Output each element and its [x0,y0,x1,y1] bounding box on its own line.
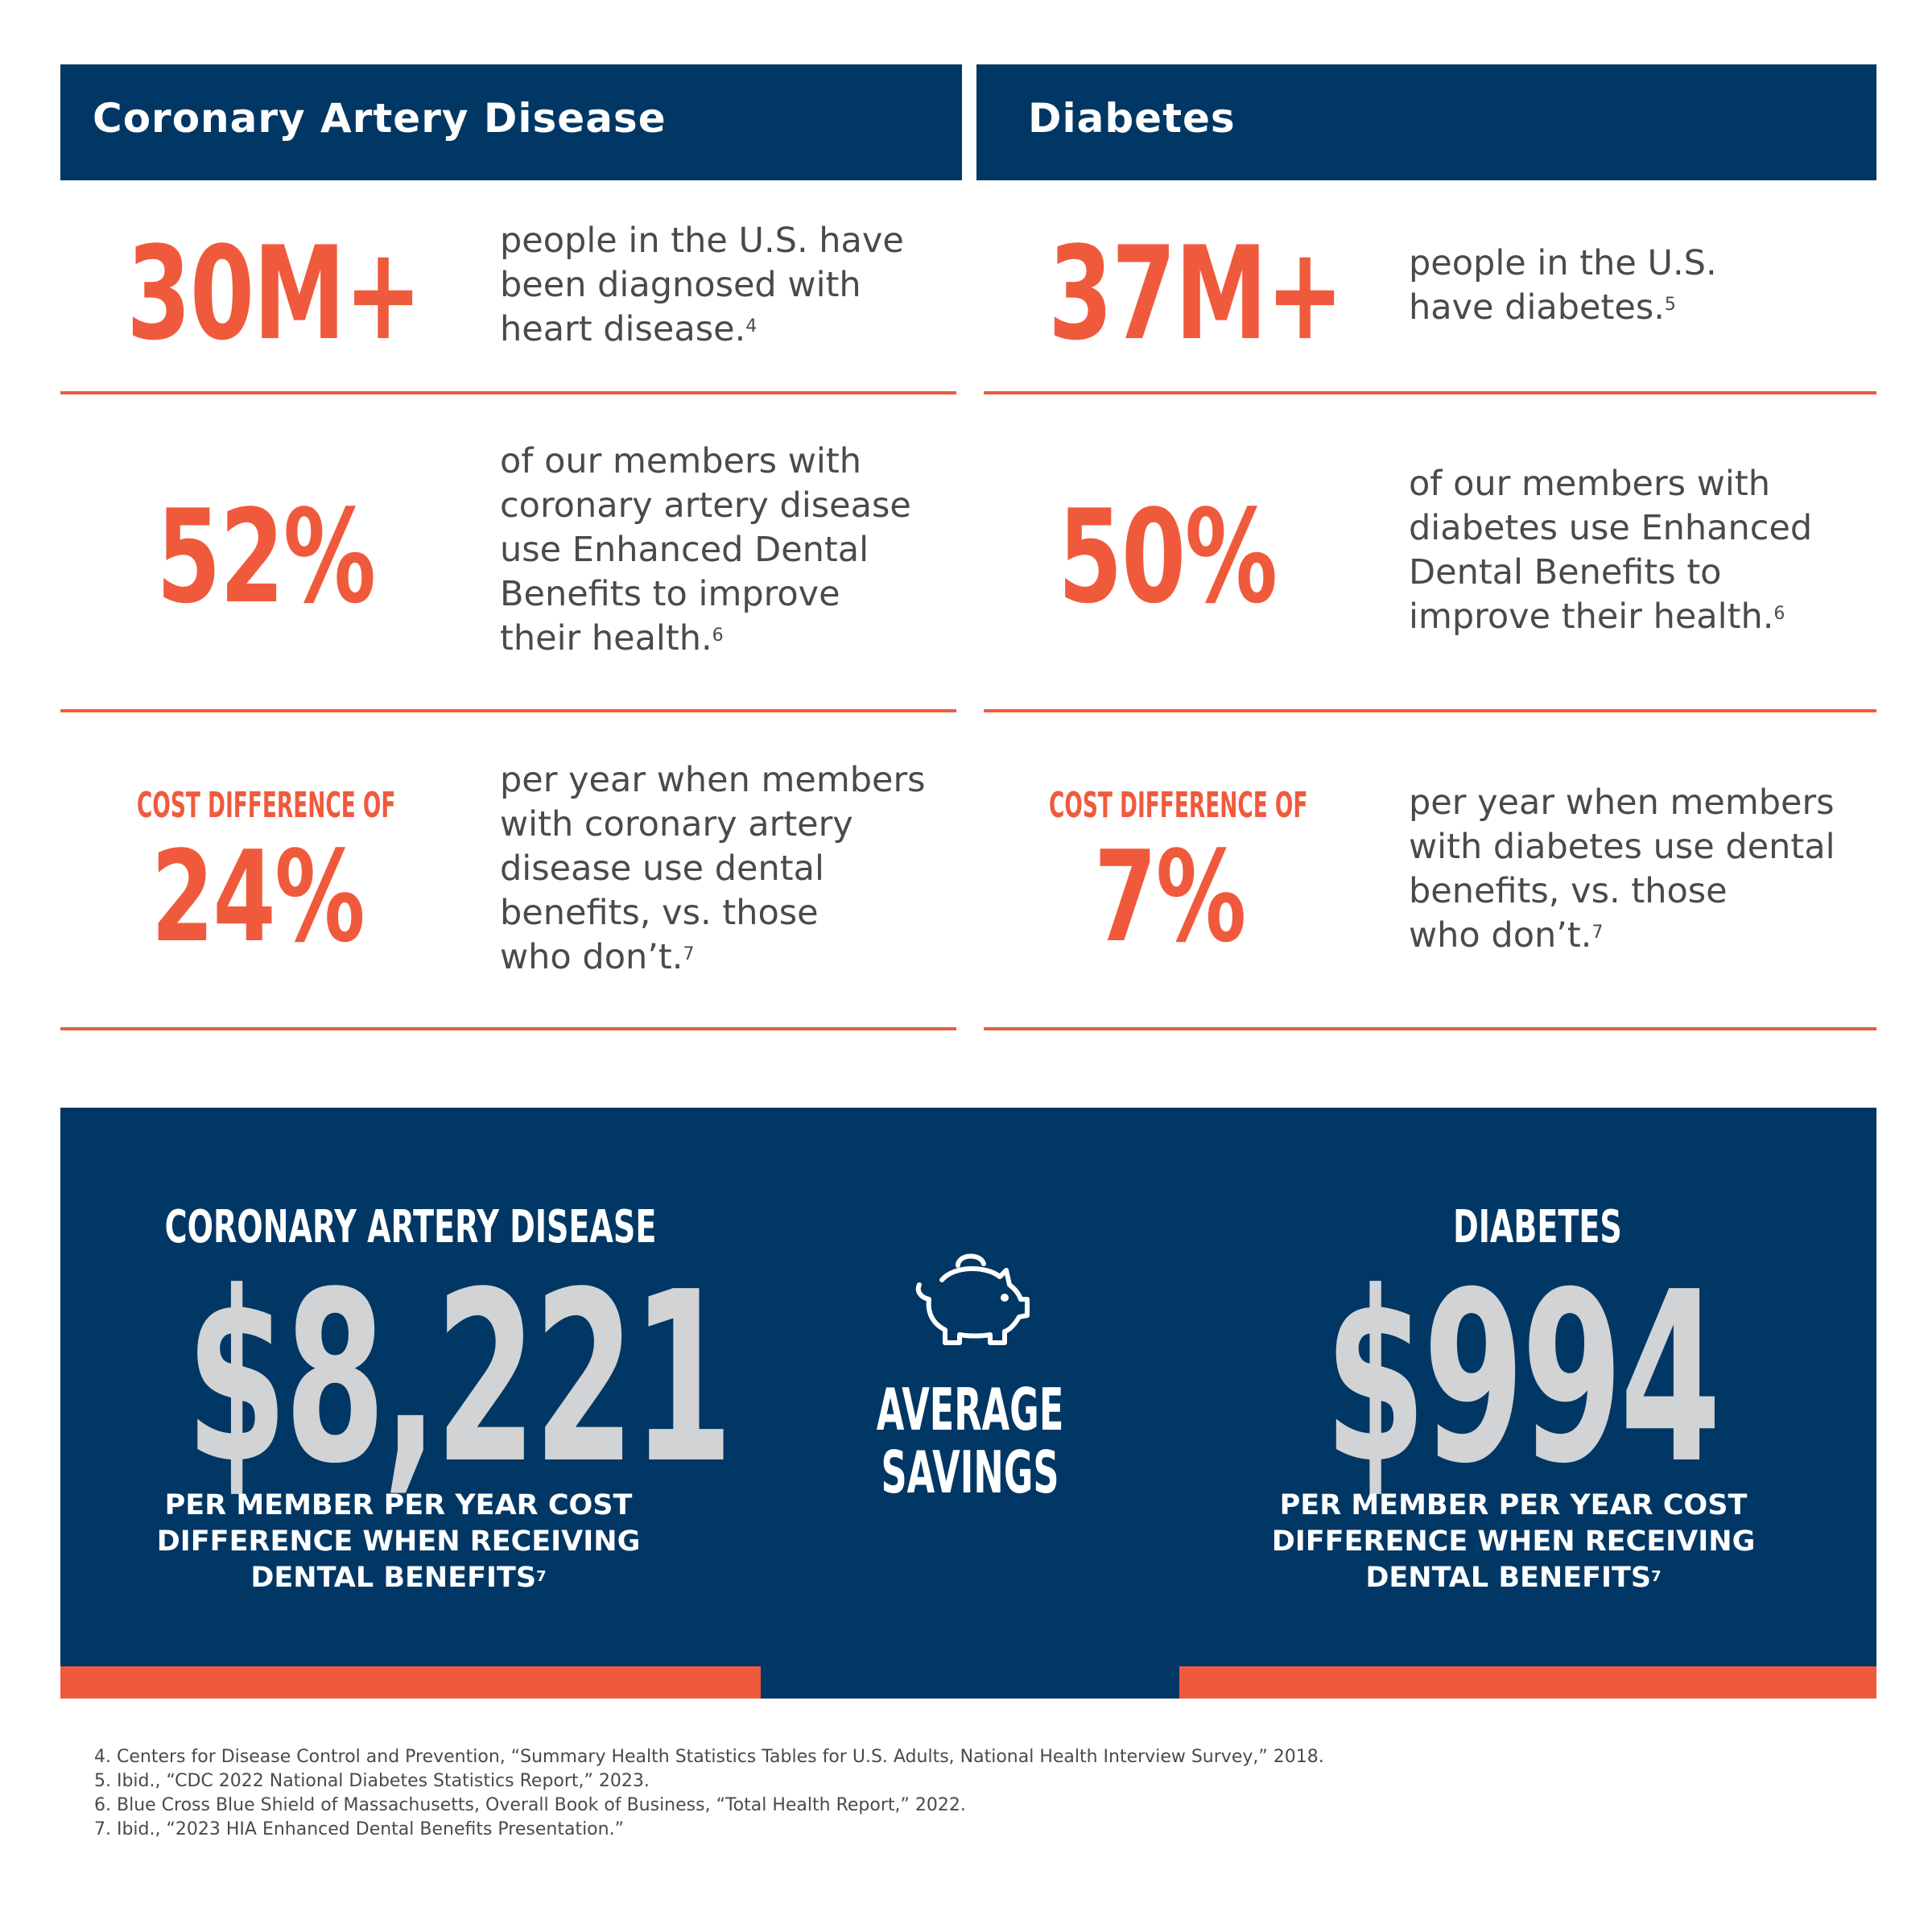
divider [60,709,956,712]
savings-title: CORONARY ARTERY DISEASE [164,1201,657,1253]
savings-title: DIABETES [1453,1201,1622,1253]
footnotes: 4. Centers for Disease Control and Preve… [94,1745,1324,1842]
stat-value: 50% [1058,481,1278,632]
footnote: 7. Ibid., “2023 HIA Enhanced Dental Bene… [94,1819,624,1839]
divider [984,391,1876,394]
stat-description: per year when members with coronary arte… [500,760,926,977]
average-savings-panel [60,1108,1876,1699]
stat-description: of our members with diabetes use Enhance… [1409,464,1813,637]
stat-value: 52% [156,481,376,632]
header-title: Diabetes [1028,95,1236,142]
stat-value: 7% [1094,824,1246,970]
savings-caption: PER MEMBER PER YEAR COST DIFFERENCE WHEN… [156,1489,641,1594]
panel-stripe-left [60,1666,761,1699]
panel-stripe-right [1179,1666,1876,1699]
cost-difference-label: COST DIFFERENCE OF [1049,785,1308,826]
header-diabetes: Diabetes [976,64,1876,180]
footnote: 4. Centers for Disease Control and Preve… [94,1747,1324,1767]
piggy-bank-icon [915,1253,1030,1345]
stat-description: of our members with coronary artery dise… [500,441,911,658]
divider [984,1027,1876,1030]
average-savings-label: AVERAGE SAVINGS [876,1376,1064,1506]
cost-difference-label: COST DIFFERENCE OF [137,785,396,826]
savings-amount: $994 [1324,1241,1721,1515]
footnote: 6. Blue Cross Blue Shield of Massachuset… [94,1795,966,1815]
divider [984,709,1876,712]
stat-description: people in the U.S. have been diagnosed w… [500,221,904,349]
footnote: 5. Ibid., “CDC 2022 National Diabetes St… [94,1771,650,1791]
stat-description: people in the U.S. have diabetes.5 [1409,243,1717,328]
stat-value: 30M+ [126,218,422,369]
stat-description: per year when members with diabetes use … [1409,782,1835,956]
savings-amount: $8,221 [186,1241,733,1515]
header-coronary-artery-disease: Coronary Artery Disease [60,64,962,180]
stat-value: 24% [151,824,365,970]
divider [60,391,956,394]
divider [60,1027,956,1030]
header-title: Coronary Artery Disease [93,95,667,142]
savings-caption: PER MEMBER PER YEAR COST DIFFERENCE WHEN… [1271,1489,1756,1594]
stat-value: 37M+ [1048,218,1344,369]
